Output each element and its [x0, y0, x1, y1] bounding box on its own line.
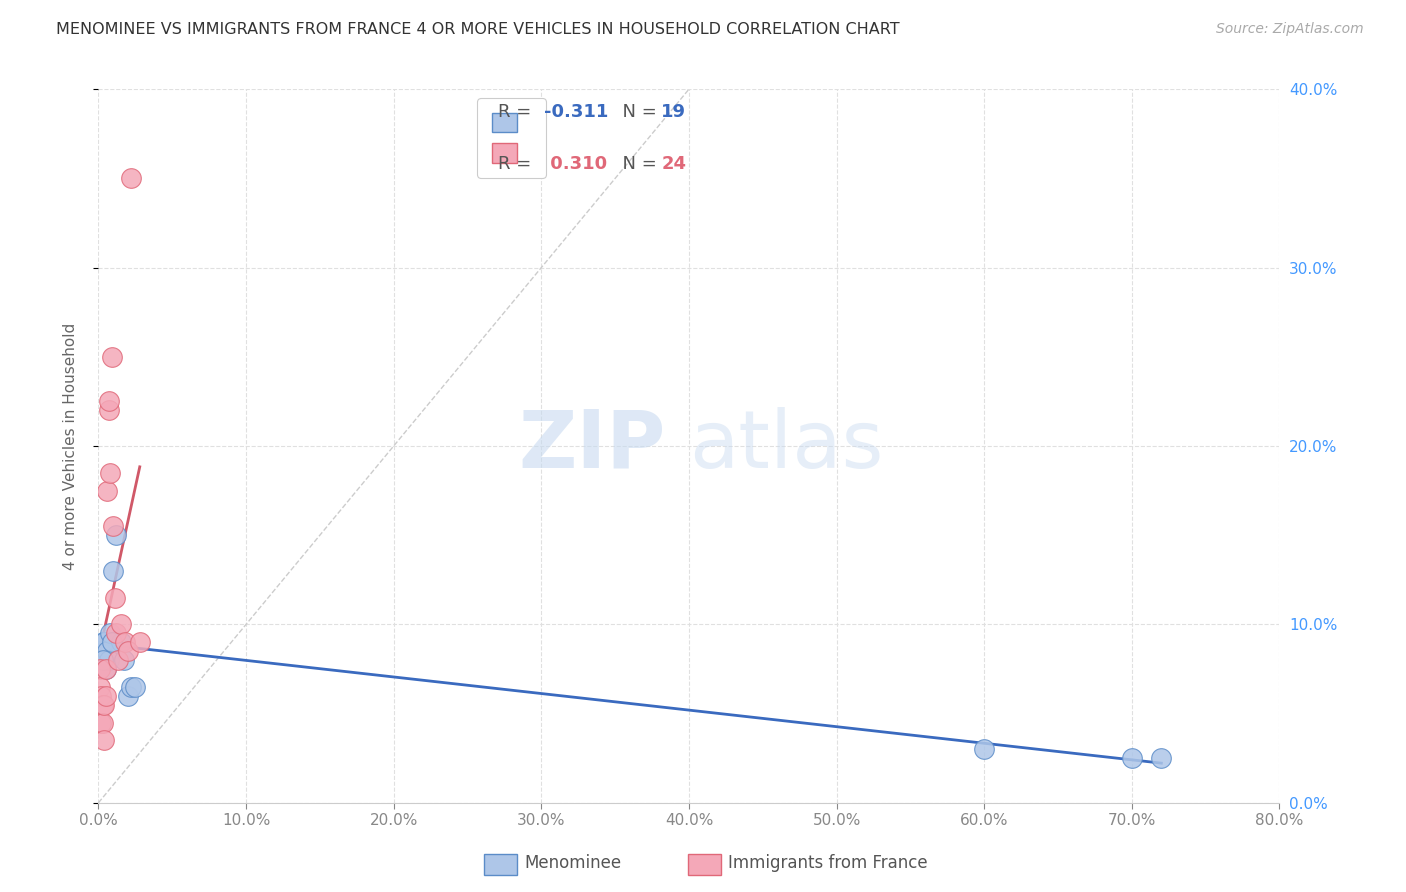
Point: [97, 394, 120, 409]
Point: [91, 635, 114, 649]
Point: [103, 519, 125, 533]
Point: [98, 466, 121, 480]
Text: Source: ZipAtlas.com: Source: ZipAtlas.com: [1216, 22, 1364, 37]
Text: R =: R =: [498, 103, 537, 121]
Point: [91, 698, 114, 712]
Text: Immigrants from France: Immigrants from France: [728, 855, 928, 872]
Point: [89, 662, 111, 676]
Point: [94, 662, 117, 676]
Point: [96, 483, 118, 498]
Point: [91, 653, 114, 667]
Point: [1121, 751, 1143, 765]
Point: [97, 403, 120, 417]
Point: [100, 350, 122, 364]
Point: [120, 171, 142, 186]
Point: [114, 635, 136, 649]
Text: Menominee: Menominee: [524, 855, 621, 872]
Point: [89, 644, 111, 658]
Text: R =: R =: [498, 155, 537, 173]
Text: 0.310: 0.310: [544, 155, 607, 173]
Point: [97, 653, 120, 667]
Point: [105, 626, 128, 640]
Point: [124, 680, 146, 694]
Point: [98, 626, 121, 640]
Point: [94, 689, 117, 703]
Text: -0.311: -0.311: [544, 103, 609, 121]
Point: [100, 635, 122, 649]
Point: [128, 635, 150, 649]
Point: [117, 689, 139, 703]
Point: [120, 680, 142, 694]
Text: 19: 19: [661, 103, 686, 121]
Point: [93, 698, 115, 712]
Point: [90, 715, 112, 730]
Point: [93, 635, 115, 649]
Point: [105, 528, 128, 542]
Point: [110, 635, 132, 649]
Point: [96, 644, 118, 658]
Point: [1150, 751, 1173, 765]
Text: 24: 24: [661, 155, 686, 173]
Point: [90, 689, 112, 703]
Point: [89, 680, 111, 694]
Text: ZIP: ZIP: [517, 407, 665, 485]
Text: atlas: atlas: [689, 407, 883, 485]
Point: [91, 715, 114, 730]
Legend: , : ,: [478, 98, 546, 178]
Text: N =: N =: [610, 155, 662, 173]
Text: N =: N =: [610, 103, 662, 121]
Point: [93, 733, 115, 747]
Point: [103, 564, 125, 578]
Point: [104, 591, 127, 605]
Point: [110, 617, 132, 632]
Point: [107, 653, 129, 667]
Point: [112, 653, 135, 667]
Point: [973, 742, 995, 756]
Point: [94, 662, 117, 676]
Point: [117, 644, 139, 658]
Y-axis label: 4 or more Vehicles in Household: 4 or more Vehicles in Household: [63, 322, 77, 570]
Text: MENOMINEE VS IMMIGRANTS FROM FRANCE 4 OR MORE VEHICLES IN HOUSEHOLD CORRELATION : MENOMINEE VS IMMIGRANTS FROM FRANCE 4 OR…: [56, 22, 900, 37]
